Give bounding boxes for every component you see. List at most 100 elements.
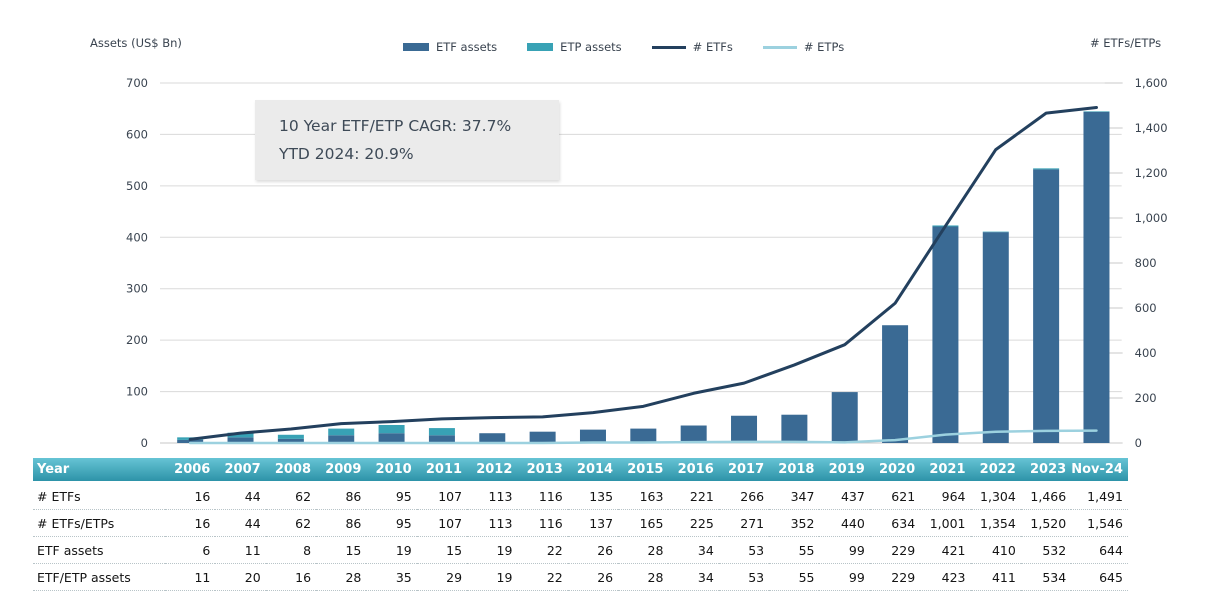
table-cell: 347 xyxy=(769,481,820,510)
table-row: ETF/ETP assets 11 20 16 28 35 29 19 22 26 28 34 53 55… xyxy=(33,563,1128,591)
table-cell: 28 xyxy=(316,563,367,591)
right-axis-title: # ETFs/ETPs xyxy=(1090,36,1162,50)
bar-etp-assets xyxy=(982,231,1009,233)
table-cell: 1,546 xyxy=(1071,509,1128,537)
table-row-label: # ETFs xyxy=(33,481,165,510)
table-cell: 99 xyxy=(819,563,870,591)
table-row: ETF assets 6 11 8 15 19 15 19 22 26 28 34 53 55 99 229 4… xyxy=(33,536,1128,564)
legend-label: # ETFs xyxy=(692,40,733,54)
table-cell: 19 xyxy=(366,536,417,564)
left-axis-title: Assets (US$ Bn) xyxy=(90,36,182,50)
table-cell: 221 xyxy=(668,481,719,510)
table-row: # ETFs 16 44 62 86 95 107 113 116 135 163 221 266 347… xyxy=(33,481,1128,510)
bar-etf-assets xyxy=(630,428,657,443)
table-cell: 352 xyxy=(769,509,820,537)
bar-etf-assets xyxy=(932,226,959,443)
left-axis-tick-label: 300 xyxy=(126,282,148,296)
table-cell: 22 xyxy=(517,563,568,591)
table-header-cell: 2008 xyxy=(265,458,317,482)
table-cell: 11 xyxy=(215,536,266,564)
table-row-label: ETF/ETP assets xyxy=(33,563,165,591)
table-cell: 86 xyxy=(316,481,367,510)
table-cell: 440 xyxy=(819,509,870,537)
table-cell: 410 xyxy=(970,536,1021,564)
bar-etf-assets xyxy=(277,438,304,443)
legend-item--etfs: # ETFs xyxy=(651,40,733,54)
legend-label: # ETPs xyxy=(803,40,845,54)
cagr-annotation-box: 10 Year ETF/ETP CAGR: 37.7% YTD 2024: 20… xyxy=(255,100,559,180)
left-axis-tick-label: 0 xyxy=(141,436,148,450)
legend-swatch-icon xyxy=(403,43,429,51)
bar-etp-assets xyxy=(328,428,355,436)
legend-swatch-icon xyxy=(527,43,554,51)
bar-etp-assets xyxy=(1083,111,1110,112)
right-axis-tick-label: 1,400 xyxy=(1135,121,1168,135)
table-cell: 34 xyxy=(668,563,719,591)
table-header-cell: 2009 xyxy=(316,458,367,482)
bar-etp-assets xyxy=(428,428,455,436)
table-cell: 44 xyxy=(215,481,266,510)
table-cell: 113 xyxy=(467,481,518,510)
legend-swatch-icon xyxy=(762,45,797,49)
table-cell: 95 xyxy=(366,481,417,510)
line-num-etfs xyxy=(188,106,1098,441)
table-cell: 534 xyxy=(1020,563,1072,591)
table-header-cell: 2013 xyxy=(517,458,568,482)
right-axis-tick-label: 0 xyxy=(1135,436,1142,450)
bar-etf-assets xyxy=(428,435,455,443)
right-axis-tick-label: 800 xyxy=(1135,256,1157,270)
right-axis-tick-label: 1,600 xyxy=(1135,76,1168,90)
table-cell: 644 xyxy=(1071,536,1128,564)
table-cell: 26 xyxy=(567,563,619,591)
bar-etf-assets xyxy=(731,415,758,443)
table-cell: 225 xyxy=(668,509,719,537)
cagr-annotation-line2: YTD 2024: 20.9% xyxy=(279,145,414,163)
bar-etf-assets xyxy=(781,414,808,443)
chart-canvas: 0 100 200 300 400 500 600 700 0 200 400 600 800 1,000… xyxy=(126,76,1168,450)
bar-etp-assets xyxy=(1033,168,1060,170)
table-cell: 53 xyxy=(718,563,770,591)
left-axis-tick-label: 200 xyxy=(126,333,148,347)
table-cell: 411 xyxy=(970,563,1021,591)
bar-etp-assets xyxy=(227,432,254,438)
bar-etf-assets xyxy=(579,429,606,443)
right-axis-tick-label: 600 xyxy=(1135,301,1157,315)
left-axis-tick-label: 100 xyxy=(126,385,148,399)
table-header-cell: 2020 xyxy=(869,458,921,482)
table-header-cell: 2017 xyxy=(718,458,770,482)
table-cell: 19 xyxy=(467,536,518,564)
table-cell: 35 xyxy=(366,563,417,591)
table-header-cell: 2012 xyxy=(467,458,518,482)
bar-etf-assets xyxy=(882,325,909,443)
table-header-cell: 2019 xyxy=(819,458,870,482)
table-cell: 19 xyxy=(467,563,518,591)
data-table: Year 2006 2007 2008 2009 2010 2011 2012 2013 2014… xyxy=(33,458,1128,591)
table-header-cell: Nov-24 xyxy=(1071,458,1128,482)
table-cell: 964 xyxy=(920,481,971,510)
table-cell: 634 xyxy=(869,509,921,537)
table-cell: 229 xyxy=(869,536,921,564)
table-header-row: Year 2006 2007 2008 2009 2010 2011 2012 2013 2014… xyxy=(33,458,1128,482)
legend-swatch-icon xyxy=(651,45,686,49)
cagr-annotation-line1: 10 Year ETF/ETP CAGR: 37.7% xyxy=(279,117,512,135)
table-header-cell: 2023 xyxy=(1020,458,1072,482)
table-header-cell: 2007 xyxy=(215,458,266,482)
table-cell: 116 xyxy=(517,509,568,537)
table-cell: 62 xyxy=(265,481,317,510)
table-cell: 28 xyxy=(618,536,669,564)
line-num-etps xyxy=(188,429,1098,445)
table-cell: 62 xyxy=(265,509,317,537)
right-axis-tick-label: 200 xyxy=(1135,391,1157,405)
table-header-cell: 2014 xyxy=(567,458,619,482)
table-cell: 16 xyxy=(265,563,317,591)
bar-etp-assets xyxy=(378,425,405,434)
table-row-label: # ETFs/ETPs xyxy=(33,509,165,537)
bar-etf-assets xyxy=(680,425,707,443)
table-cell: 1,001 xyxy=(920,509,971,537)
right-axis-tick-label: 1,200 xyxy=(1135,166,1168,180)
table-cell: 266 xyxy=(718,481,770,510)
table-cell: 113 xyxy=(467,509,518,537)
table-cell: 107 xyxy=(416,509,468,537)
table-cell: 116 xyxy=(517,481,568,510)
table-cell: 1,520 xyxy=(1020,509,1072,537)
